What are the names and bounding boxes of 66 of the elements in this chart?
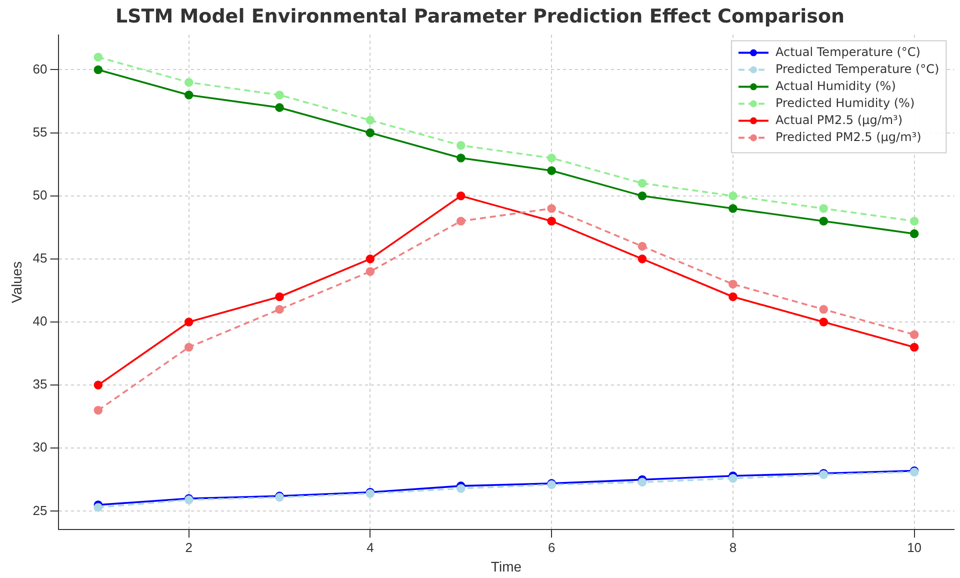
point xyxy=(275,103,284,112)
point xyxy=(547,154,556,162)
point xyxy=(638,191,647,200)
point xyxy=(638,242,647,251)
chart-title: LSTM Model Environmental Parameter Prediction Effect Comparison xyxy=(115,5,845,28)
y-tick-label: 40 xyxy=(32,314,48,329)
point xyxy=(94,380,103,390)
point xyxy=(819,216,828,226)
point xyxy=(275,292,284,302)
point xyxy=(366,254,375,264)
legend-label: Actual PM2.5 (μg/m³) xyxy=(775,112,903,127)
point xyxy=(638,254,647,264)
point xyxy=(819,318,828,326)
point xyxy=(275,304,284,314)
x-tick-label: 10 xyxy=(907,540,922,555)
legend-label: Actual Temperature (°C) xyxy=(775,44,920,59)
point xyxy=(456,154,466,162)
point xyxy=(456,484,466,493)
y-tick-label: 60 xyxy=(32,61,48,76)
point xyxy=(728,474,738,483)
point xyxy=(910,216,919,226)
point xyxy=(547,216,556,226)
point xyxy=(184,78,194,87)
point xyxy=(728,204,738,213)
point xyxy=(94,52,103,62)
point xyxy=(728,191,738,200)
point xyxy=(366,116,375,125)
point xyxy=(456,216,466,226)
point xyxy=(94,406,103,415)
point xyxy=(728,280,738,289)
point xyxy=(94,503,103,512)
legend-label: Predicted PM2.5 (μg/m³) xyxy=(775,130,922,144)
legend-label: Actual Humidity (%) xyxy=(775,78,896,93)
point xyxy=(910,330,919,340)
point xyxy=(910,229,919,238)
point xyxy=(94,65,103,74)
x-tick-label: 2 xyxy=(185,540,192,555)
point xyxy=(547,166,556,176)
x-tick-label: 6 xyxy=(548,540,556,555)
point xyxy=(184,318,194,326)
point xyxy=(910,342,919,352)
point xyxy=(819,304,828,314)
legend-label: Predicted Humidity (%) xyxy=(775,96,915,110)
point xyxy=(456,191,466,200)
point xyxy=(366,267,375,276)
point xyxy=(184,90,194,100)
y-tick-label: 45 xyxy=(32,250,48,266)
point xyxy=(819,204,828,213)
point xyxy=(638,178,647,188)
point xyxy=(275,90,284,100)
x-tick-label: 8 xyxy=(729,540,737,555)
point xyxy=(638,478,647,487)
y-tick-label: 30 xyxy=(32,440,48,455)
y-tick-label: 25 xyxy=(32,502,48,518)
x-tick-label: 4 xyxy=(366,540,374,555)
point xyxy=(184,342,194,352)
y-tick-label: 35 xyxy=(32,376,48,392)
x-axis-title: Time xyxy=(490,558,522,574)
point xyxy=(366,128,375,138)
y-tick-label: 55 xyxy=(32,124,48,140)
point xyxy=(547,204,556,213)
point xyxy=(728,292,738,302)
y-tick-label: 50 xyxy=(32,187,48,202)
legend-label: Predicted Temperature (°C) xyxy=(775,62,940,76)
point xyxy=(456,141,466,150)
y-axis-title: Values xyxy=(8,261,24,304)
